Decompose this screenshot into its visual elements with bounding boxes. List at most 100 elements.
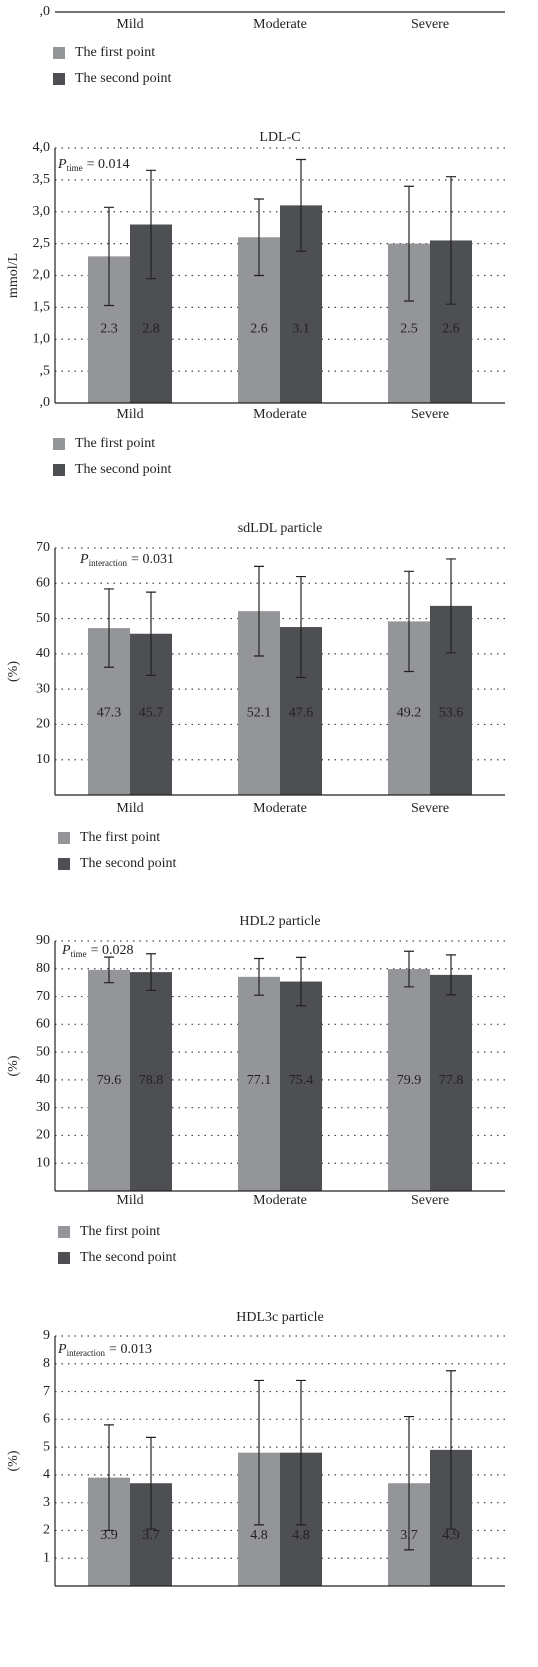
y-axis-label: (%) <box>6 661 21 682</box>
legend-swatch <box>53 438 65 450</box>
bar <box>238 976 280 1191</box>
error-bar <box>104 956 114 984</box>
y-axis-label: (%) <box>6 1055 21 1076</box>
legend-label: The second point <box>75 462 172 477</box>
x-tick-label: Moderate <box>253 407 307 422</box>
y-tick-label: 20 <box>36 1128 50 1143</box>
data-label: 3.7 <box>142 1528 160 1543</box>
y-tick-label: 4,0 <box>33 140 51 155</box>
error-bar <box>146 1436 156 1530</box>
legend-swatch <box>58 858 70 870</box>
bar <box>130 972 172 1191</box>
y-tick-label: 9 <box>43 1328 50 1343</box>
error-bar <box>446 1370 456 1530</box>
y-tick-label: ,5 <box>40 363 51 378</box>
error-bar <box>404 1415 414 1551</box>
legend-label: The second point <box>75 71 172 86</box>
chart-title: HDL3c particle <box>236 1310 323 1325</box>
error-bar <box>146 953 156 992</box>
y-tick-label: 80 <box>36 961 50 976</box>
x-tick-label: Moderate <box>253 17 307 32</box>
y-tick-label: ,0 <box>40 4 51 19</box>
annotation-p: P <box>61 943 71 958</box>
data-label: 53.6 <box>439 706 464 721</box>
data-label: 75.4 <box>289 1073 314 1088</box>
error-bar <box>446 558 456 654</box>
y-tick-label: 30 <box>36 681 50 696</box>
legend-swatch <box>53 73 65 85</box>
annotation: Ptime = 0.014 <box>57 157 129 173</box>
annotation: Pinteraction = 0.031 <box>79 552 174 568</box>
y-tick-label: 2,5 <box>33 236 51 251</box>
error-bar <box>404 950 414 988</box>
y-tick-label: 40 <box>36 1072 50 1087</box>
error-bar <box>254 957 264 996</box>
x-tick-label: Mild <box>116 801 143 816</box>
legend-label: The second point <box>80 856 177 871</box>
error-bar <box>104 1424 114 1532</box>
legend-swatch <box>53 464 65 476</box>
y-axis-label: (%) <box>6 1450 21 1471</box>
annotation-sub: time <box>67 163 83 173</box>
y-tick-label: 4 <box>43 1467 50 1482</box>
y-tick-label: 50 <box>36 1044 50 1059</box>
error-bar <box>254 198 264 277</box>
y-tick-label: 10 <box>36 752 50 767</box>
y-axis-label: mmol/L <box>6 253 21 298</box>
error-bar <box>404 570 414 673</box>
x-tick-label: Severe <box>411 407 449 422</box>
chart-title: HDL2 particle <box>239 914 320 929</box>
data-label: 3.7 <box>400 1528 418 1543</box>
data-label: 2.6 <box>250 321 268 336</box>
y-tick-label: 70 <box>36 540 50 555</box>
y-tick-label: 2,0 <box>33 268 51 283</box>
annotation-p: P <box>57 1342 67 1357</box>
x-tick-label: Mild <box>116 407 143 422</box>
error-bar <box>446 954 456 996</box>
legend-label: The second point <box>80 1250 177 1265</box>
chart-title: LDL-C <box>259 130 300 145</box>
y-tick-label: 5 <box>43 1439 50 1454</box>
error-bar <box>146 169 156 280</box>
annotation-text: = 0.013 <box>109 1342 152 1357</box>
y-tick-label: 70 <box>36 989 50 1004</box>
x-tick-label: Moderate <box>253 1193 307 1208</box>
y-tick-label: 50 <box>36 611 50 626</box>
x-tick-label: Mild <box>116 17 143 32</box>
y-tick-label: 20 <box>36 717 50 732</box>
data-label: 2.3 <box>100 321 118 336</box>
data-label: 79.6 <box>97 1073 122 1088</box>
data-label: 45.7 <box>139 706 164 721</box>
y-tick-label: 10 <box>36 1155 50 1170</box>
y-tick-label: 40 <box>36 646 50 661</box>
data-label: 3.9 <box>100 1528 118 1543</box>
data-label: 3.1 <box>292 321 310 336</box>
error-bar <box>254 1379 264 1526</box>
y-tick-label: 1,5 <box>33 300 51 315</box>
annotation: Ptime = 0.028 <box>61 943 133 959</box>
annotation-sub: interaction <box>67 1348 106 1358</box>
annotation-p: P <box>57 157 67 172</box>
error-bar <box>104 206 114 307</box>
annotation-text: = 0.028 <box>91 943 134 958</box>
annotation-sub: interaction <box>89 558 128 568</box>
x-tick-label: Moderate <box>253 801 307 816</box>
error-bar <box>296 1379 306 1526</box>
data-label: 47.3 <box>97 706 122 721</box>
data-label: 2.8 <box>142 321 160 336</box>
error-bar <box>296 158 306 252</box>
bar <box>430 974 472 1191</box>
data-label: 47.6 <box>289 706 314 721</box>
bar <box>88 969 130 1191</box>
data-label: 4.8 <box>292 1528 310 1543</box>
y-tick-label: 60 <box>36 1017 50 1032</box>
data-label: 4.8 <box>250 1528 268 1543</box>
y-tick-label: 90 <box>36 933 50 948</box>
error-bar <box>104 588 114 668</box>
y-tick-label: 2 <box>43 1523 50 1538</box>
error-bar <box>146 591 156 676</box>
data-label: 79.9 <box>397 1073 422 1088</box>
data-label: 78.8 <box>139 1073 164 1088</box>
